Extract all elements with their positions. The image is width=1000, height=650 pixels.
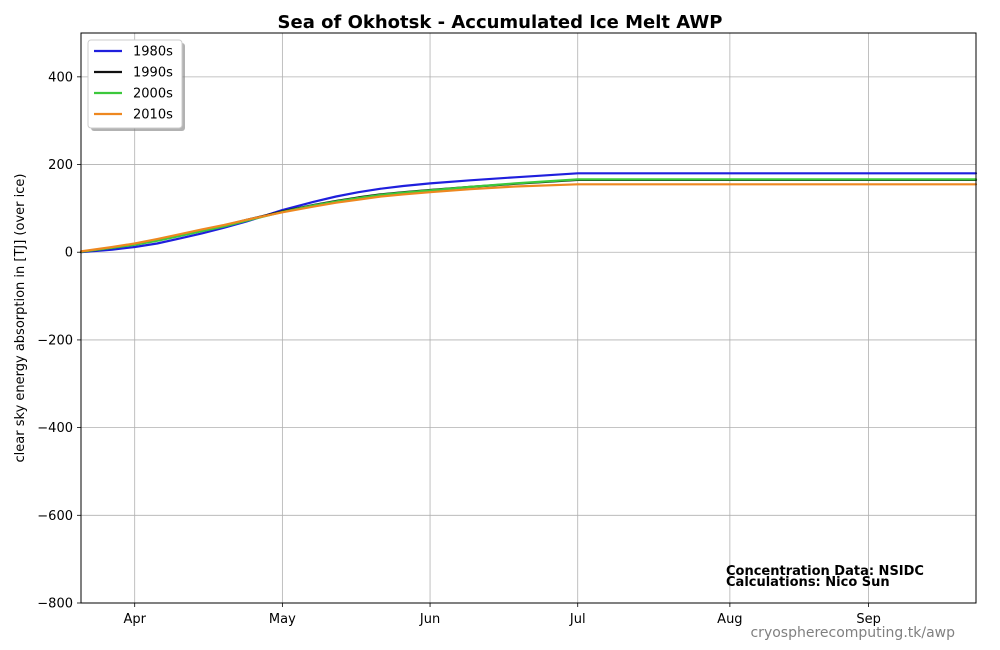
- y-tick-label: −600: [37, 509, 73, 524]
- y-tick-label: −400: [37, 421, 73, 436]
- ticks: −800 −600 −400 −200 0 200 400 Apr May Jun Jul Aug Se…: [37, 70, 881, 627]
- x-tick-label: Sep: [856, 612, 881, 627]
- legend-box: [87, 39, 183, 129]
- y-tick-label: 200: [48, 158, 73, 173]
- x-tick-label: Jun: [419, 612, 440, 627]
- x-tick-label: Apr: [123, 612, 146, 627]
- legend-label: 2010s: [133, 108, 173, 123]
- source-credit: cryospherecomputing.tk/awp: [750, 625, 955, 641]
- series-line-2010s: [79, 183, 978, 253]
- x-tick-label: Aug: [717, 612, 742, 627]
- x-tick-label: Jul: [569, 612, 586, 627]
- series-line-1980s: [79, 172, 978, 254]
- annotation-calculations: Calculations: Nico Sun: [726, 575, 890, 590]
- y-tick-label: 400: [48, 70, 73, 85]
- legend: 1980s 1990s 2000s 2010s: [87, 39, 185, 131]
- series-line-2000s: [79, 178, 978, 253]
- y-tick-label: −800: [37, 597, 73, 612]
- annotation-concentration: Concentration Data: NSIDC: [726, 564, 924, 579]
- legend-label: 1990s: [133, 66, 173, 81]
- plot-frame: [80, 32, 977, 604]
- y-axis-label: clear sky energy absorption in [TJ] (ove…: [13, 174, 28, 463]
- chart-title: Sea of Okhotsk - Accumulated Ice Melt AW…: [278, 12, 723, 33]
- y-tick-label: 0: [65, 246, 73, 261]
- x-tick-label: May: [269, 612, 296, 627]
- series-group: [79, 172, 978, 254]
- legend-label: 2000s: [133, 87, 173, 102]
- legend-label: 1980s: [133, 45, 173, 60]
- y-tick-label: −200: [37, 333, 73, 348]
